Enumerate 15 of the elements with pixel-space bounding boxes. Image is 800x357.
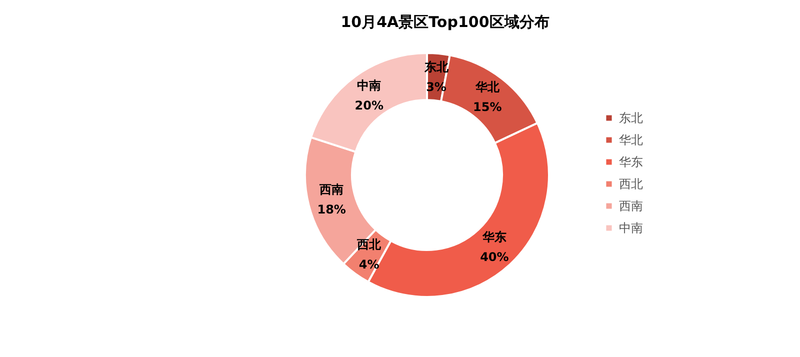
slice-label: 华东 bbox=[481, 230, 506, 244]
legend-label: 中南 bbox=[619, 221, 643, 235]
legend-label: 华东 bbox=[619, 155, 643, 169]
legend-label: 华北 bbox=[619, 133, 643, 147]
legend-label: 西北 bbox=[619, 177, 643, 191]
data-label: 20% bbox=[354, 98, 384, 112]
legend-label: 东北 bbox=[619, 111, 643, 125]
data-label: 18% bbox=[317, 202, 346, 216]
data-label: 15% bbox=[473, 100, 502, 114]
chart-title: 10月4A景区Top100区域分布 bbox=[340, 13, 550, 31]
slice-label: 西南 bbox=[318, 182, 344, 196]
slice-label: 华北 bbox=[474, 80, 500, 94]
data-label: 40% bbox=[480, 250, 509, 264]
legend-label: 西南 bbox=[619, 199, 643, 213]
slice-label: 中南 bbox=[357, 78, 382, 92]
